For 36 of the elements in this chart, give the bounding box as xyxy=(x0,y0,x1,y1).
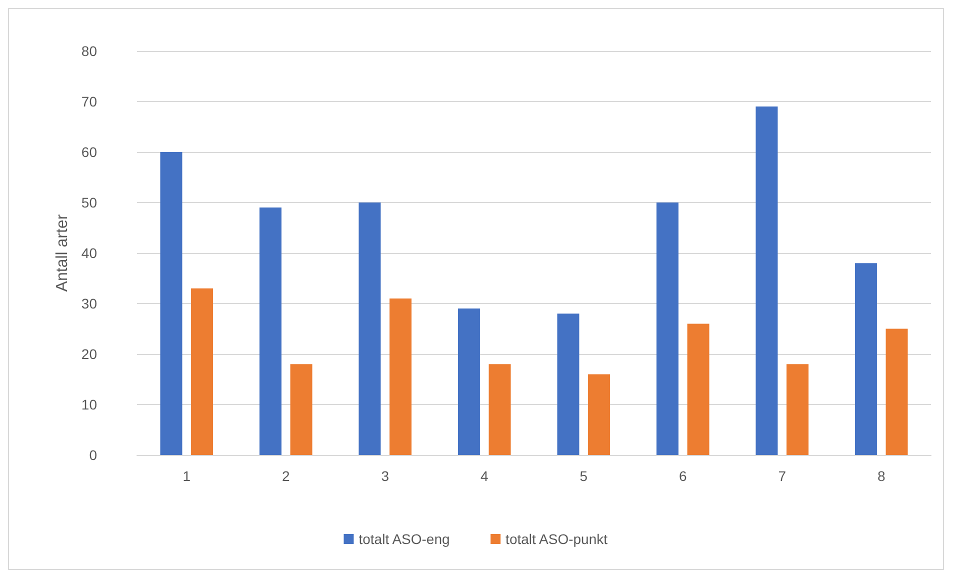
x-tick-label: 7 xyxy=(778,468,786,484)
y-tick-label: 80 xyxy=(81,43,98,59)
y-tick-label: 30 xyxy=(81,296,98,312)
bar xyxy=(458,308,480,455)
bar xyxy=(259,208,282,455)
y-tick-label: 40 xyxy=(81,245,98,261)
x-tick-label: 1 xyxy=(182,468,191,484)
bar xyxy=(756,106,778,455)
bar xyxy=(390,298,412,455)
y-tick-label: 70 xyxy=(81,94,98,110)
y-tick-label: 20 xyxy=(81,346,98,362)
y-tick-label: 50 xyxy=(81,194,98,210)
y-tick-label: 10 xyxy=(81,396,98,412)
bar xyxy=(191,288,214,455)
bar xyxy=(290,364,312,455)
x-tick-label: 6 xyxy=(678,468,687,484)
bar xyxy=(854,263,877,455)
x-tick-label: 5 xyxy=(580,468,588,484)
bar xyxy=(786,364,809,455)
x-tick-label: 3 xyxy=(381,468,390,484)
legend-label: totalt ASO-punkt xyxy=(506,531,608,547)
bar xyxy=(687,324,710,455)
bar xyxy=(160,152,182,455)
bar xyxy=(588,374,610,455)
bar xyxy=(886,328,908,455)
y-tick-label: 60 xyxy=(81,144,98,160)
legend-label: totalt ASO-eng xyxy=(358,531,450,547)
bar xyxy=(358,202,381,455)
y-tick-label: 0 xyxy=(89,447,98,463)
bar xyxy=(557,314,580,455)
bar xyxy=(656,202,678,455)
bar xyxy=(488,364,511,455)
x-tick-label: 2 xyxy=(282,468,290,484)
x-tick-label: 8 xyxy=(877,468,886,484)
y-axis-title: Antall arter xyxy=(54,214,72,292)
x-tick-label: 4 xyxy=(480,468,488,484)
